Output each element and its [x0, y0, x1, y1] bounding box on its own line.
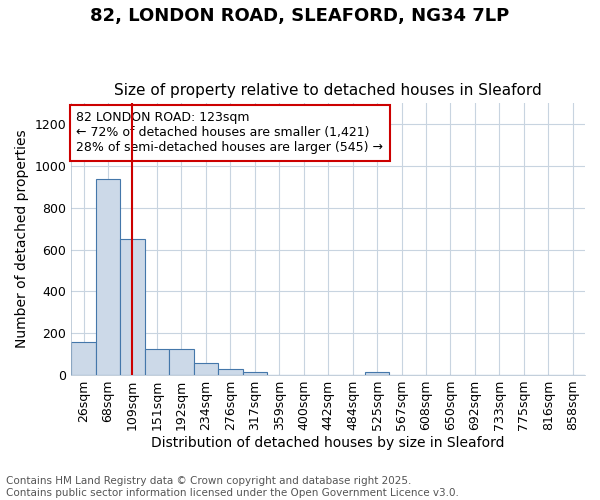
Bar	[145, 349, 169, 375]
Bar	[365, 372, 389, 375]
Bar	[218, 370, 242, 375]
Bar	[242, 372, 267, 375]
Bar	[194, 364, 218, 375]
Bar	[96, 178, 120, 375]
Bar	[71, 342, 96, 375]
Bar	[120, 239, 145, 375]
Text: Contains HM Land Registry data © Crown copyright and database right 2025.
Contai: Contains HM Land Registry data © Crown c…	[6, 476, 459, 498]
Text: 82 LONDON ROAD: 123sqm
← 72% of detached houses are smaller (1,421)
28% of semi-: 82 LONDON ROAD: 123sqm ← 72% of detached…	[76, 112, 383, 154]
Bar	[169, 349, 194, 375]
Y-axis label: Number of detached properties: Number of detached properties	[15, 130, 29, 348]
Text: 82, LONDON ROAD, SLEAFORD, NG34 7LP: 82, LONDON ROAD, SLEAFORD, NG34 7LP	[91, 8, 509, 26]
X-axis label: Distribution of detached houses by size in Sleaford: Distribution of detached houses by size …	[151, 436, 505, 450]
Title: Size of property relative to detached houses in Sleaford: Size of property relative to detached ho…	[114, 83, 542, 98]
